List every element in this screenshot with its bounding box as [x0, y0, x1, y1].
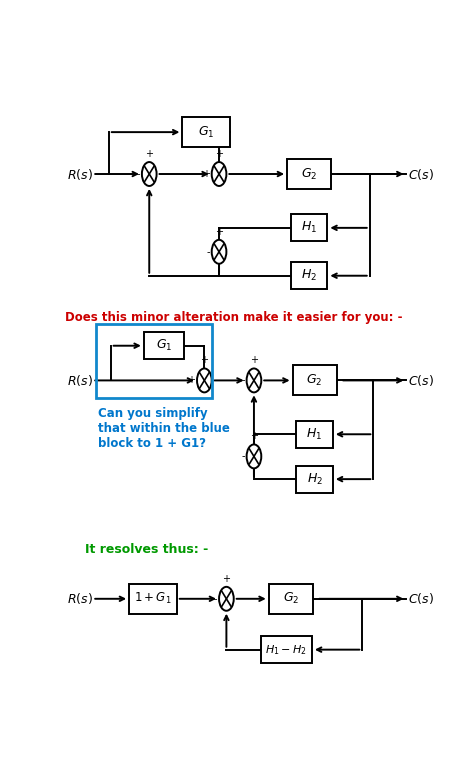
Text: $1+G_1$: $1+G_1$: [134, 591, 172, 606]
Text: +: +: [187, 375, 195, 385]
Text: $H_2$: $H_2$: [307, 472, 323, 486]
Text: +: +: [250, 431, 258, 441]
Text: $G_2$: $G_2$: [283, 591, 299, 606]
Circle shape: [246, 444, 261, 469]
Text: $C(s)$: $C(s)$: [408, 373, 434, 388]
Text: $H_2$: $H_2$: [301, 268, 317, 284]
Bar: [144, 333, 184, 359]
Text: +: +: [222, 574, 230, 584]
Circle shape: [142, 162, 156, 186]
Circle shape: [219, 587, 234, 611]
Text: +: +: [215, 227, 223, 237]
Text: Does this minor alteration make it easier for you: -: Does this minor alteration make it easie…: [65, 311, 402, 324]
Text: -: -: [214, 594, 217, 604]
Text: -: -: [241, 451, 245, 462]
Text: $R(s)$: $R(s)$: [66, 166, 92, 182]
Text: $G_1$: $G_1$: [198, 124, 214, 140]
Text: Can you simplify
that within the blue
block to 1 + G1?: Can you simplify that within the blue bl…: [98, 407, 230, 451]
Text: $G_2$: $G_2$: [306, 373, 323, 388]
Bar: [292, 365, 337, 395]
Text: It resolves thus: -: It resolves thus: -: [85, 543, 208, 556]
Bar: [291, 263, 328, 289]
Circle shape: [212, 162, 227, 186]
Text: -: -: [206, 247, 210, 256]
Bar: [261, 636, 312, 663]
Text: $C(s)$: $C(s)$: [408, 591, 434, 606]
Text: $H_1$: $H_1$: [301, 221, 317, 235]
Text: $G_1$: $G_1$: [156, 338, 172, 354]
Text: $H_1-H_2$: $H_1-H_2$: [265, 643, 307, 657]
Text: $R(s)$: $R(s)$: [66, 591, 92, 606]
Bar: [96, 323, 212, 399]
Text: $H_1$: $H_1$: [307, 427, 323, 442]
Bar: [287, 159, 331, 189]
Text: -: -: [137, 169, 140, 179]
Text: -: -: [241, 375, 245, 385]
Bar: [269, 584, 313, 614]
Bar: [296, 465, 333, 493]
Text: +: +: [215, 149, 223, 159]
Circle shape: [246, 368, 261, 392]
Bar: [129, 584, 177, 614]
Text: $C(s)$: $C(s)$: [408, 166, 434, 182]
Bar: [291, 214, 328, 242]
Bar: [296, 421, 333, 448]
Circle shape: [197, 368, 212, 392]
Text: +: +: [201, 355, 209, 365]
Text: +: +: [145, 149, 153, 159]
Circle shape: [212, 240, 227, 263]
Bar: [182, 117, 230, 147]
Text: $G_2$: $G_2$: [301, 166, 317, 182]
Text: +: +: [202, 169, 210, 179]
Text: $R(s)$: $R(s)$: [66, 373, 92, 388]
Text: +: +: [250, 355, 258, 365]
